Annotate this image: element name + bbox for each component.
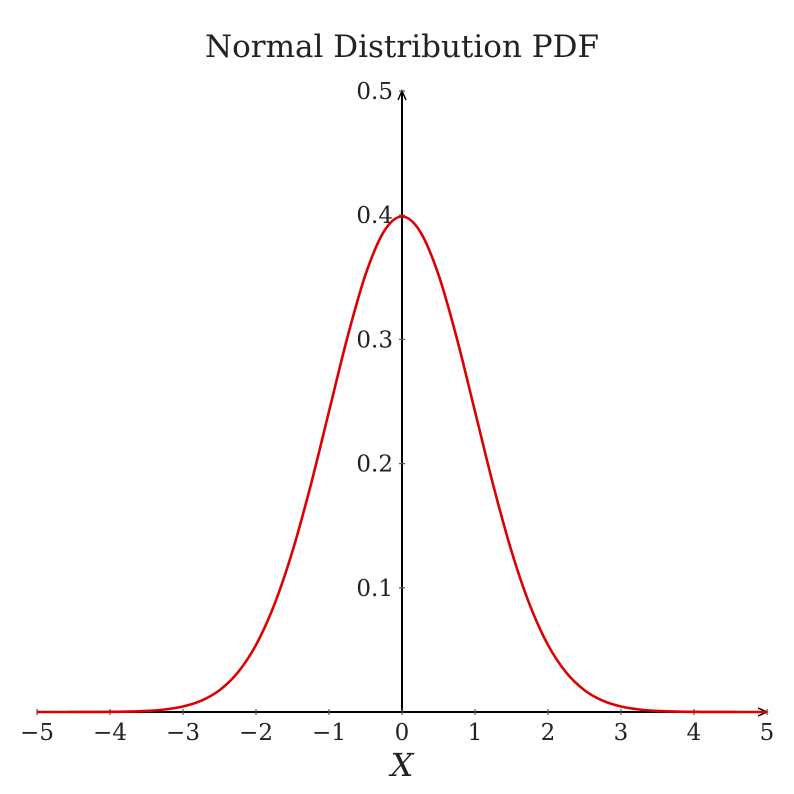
x-tick-label: 0 <box>395 720 410 746</box>
y-tick-label: 0.4 <box>356 203 393 229</box>
x-tick-label: 3 <box>614 720 629 746</box>
series-line <box>36 215 768 714</box>
x-tick-label: 2 <box>541 720 556 746</box>
x-tick-label: −3 <box>166 720 200 746</box>
x-tick-label: −5 <box>20 720 54 746</box>
y-tick-label: 0.5 <box>356 79 393 105</box>
plot-area <box>36 215 768 714</box>
y-tick-label: 0.1 <box>356 576 393 602</box>
x-tick-label: −1 <box>312 720 346 746</box>
y-tick-label: 0.3 <box>356 327 393 353</box>
x-tick-label: −2 <box>239 720 273 746</box>
y-tick-label: 0.2 <box>356 452 393 478</box>
x-tick-label: −4 <box>93 720 127 746</box>
x-axis-label: X <box>388 746 415 784</box>
axes: −5 −4 −3 −2 −1 0 1 2 3 4 5 0.1 0.2 0.3 0.4 0.5 <box>20 79 774 746</box>
x-tick-label: 1 <box>468 720 483 746</box>
x-tick-label: 5 <box>760 720 775 746</box>
x-tick-label: 4 <box>687 720 702 746</box>
chart-title: Normal Distribution PDF <box>205 29 599 65</box>
